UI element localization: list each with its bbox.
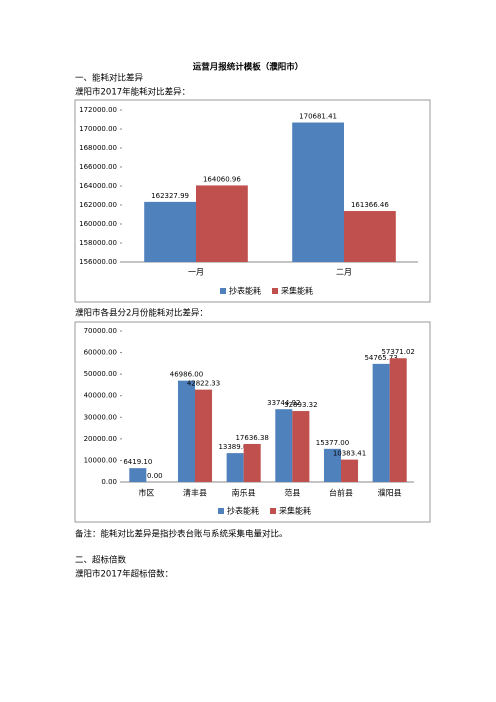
x-tick-label: 市区 (138, 488, 154, 498)
value-label: 161366.46 (351, 201, 389, 209)
y-tick-label: 156000.00 (79, 258, 117, 266)
value-label: 54765.73 (364, 354, 397, 362)
bar (195, 389, 213, 482)
y-tick-label: 170000.00 (79, 125, 117, 133)
y-tick-label: 0.00 (101, 478, 117, 486)
y-tick-label: 166000.00 (79, 163, 117, 171)
bar (372, 363, 390, 482)
x-tick-label: 濮阳县 (378, 488, 402, 498)
value-label: 0.00 (147, 472, 163, 480)
y-tick-label: 158000.00 (79, 239, 117, 247)
value-label: 17636.38 (235, 434, 268, 442)
y-tick-label: 160000.00 (79, 220, 117, 228)
bar (226, 453, 244, 482)
bar (341, 459, 359, 482)
bar (389, 358, 407, 482)
legend-swatch (270, 508, 276, 514)
value-label: 170681.41 (299, 113, 337, 121)
chart-frame (74, 99, 431, 303)
bar (275, 409, 293, 482)
bar (196, 185, 248, 262)
bar (323, 448, 341, 482)
bar (177, 380, 195, 482)
bar (292, 411, 310, 482)
legend-label: 采集能耗 (281, 286, 313, 296)
section-heading: 二、超标倍数 (75, 555, 127, 566)
y-tick-label: 70000.00 (84, 327, 117, 335)
bar (292, 122, 344, 262)
note: 备注：能耗对比差异是指抄表台账与系统采集电量对比。 (75, 529, 288, 540)
caption: 濮阳市2017年能耗对比差异： (75, 87, 190, 98)
y-tick-label: 50000.00 (84, 370, 117, 378)
legend-swatch (220, 288, 226, 294)
legend-swatch (272, 288, 278, 294)
value-label: 13389.00 (218, 443, 251, 451)
bar (243, 443, 261, 482)
y-tick-label: 162000.00 (79, 201, 117, 209)
value-label: 162327.99 (151, 192, 189, 200)
legend-swatch (218, 508, 224, 514)
value-label: 6419.10 (123, 458, 152, 466)
value-label: 33744.92 (267, 399, 300, 407)
y-tick-label: 60000.00 (84, 349, 117, 357)
y-tick-label: 10000.00 (84, 456, 117, 464)
value-label: 164060.96 (203, 175, 241, 183)
x-tick-label: 南乐县 (232, 488, 256, 498)
value-label: 42822.33 (187, 380, 220, 388)
doc-title: 运营月报统计模板（濮阳市） (193, 62, 304, 73)
y-tick-label: 30000.00 (84, 413, 117, 421)
value-label: 32893.32 (284, 401, 317, 409)
x-tick-label: 一月 (188, 268, 204, 277)
y-tick-label: 164000.00 (79, 182, 117, 190)
chart-frame (74, 321, 431, 523)
value-label: 46986.00 (170, 371, 203, 379)
y-tick-label: 172000.00 (79, 106, 117, 114)
legend-label: 抄表能耗 (229, 286, 261, 296)
legend-label: 抄表能耗 (227, 506, 259, 516)
y-tick-label: 20000.00 (84, 435, 117, 443)
caption: 濮阳市各县分2月份能耗对比差异： (75, 308, 208, 319)
caption: 濮阳市2017年超标倍数： (75, 569, 173, 580)
x-tick-label: 台前县 (329, 488, 353, 498)
legend-label: 采集能耗 (279, 506, 311, 516)
bar (344, 211, 396, 262)
bar (144, 201, 196, 262)
x-tick-label: 二月 (336, 268, 352, 277)
y-tick-label: 168000.00 (79, 144, 117, 152)
section-heading: 一、能耗对比差异 (75, 73, 144, 84)
x-tick-label: 清丰县 (183, 488, 207, 498)
y-tick-label: 40000.00 (84, 392, 117, 400)
value-label: 15377.00 (316, 439, 349, 447)
value-label: 57371.02 (381, 348, 414, 356)
x-tick-label: 范县 (284, 488, 300, 498)
bar (129, 468, 147, 482)
value-label: 10383.41 (333, 450, 366, 458)
